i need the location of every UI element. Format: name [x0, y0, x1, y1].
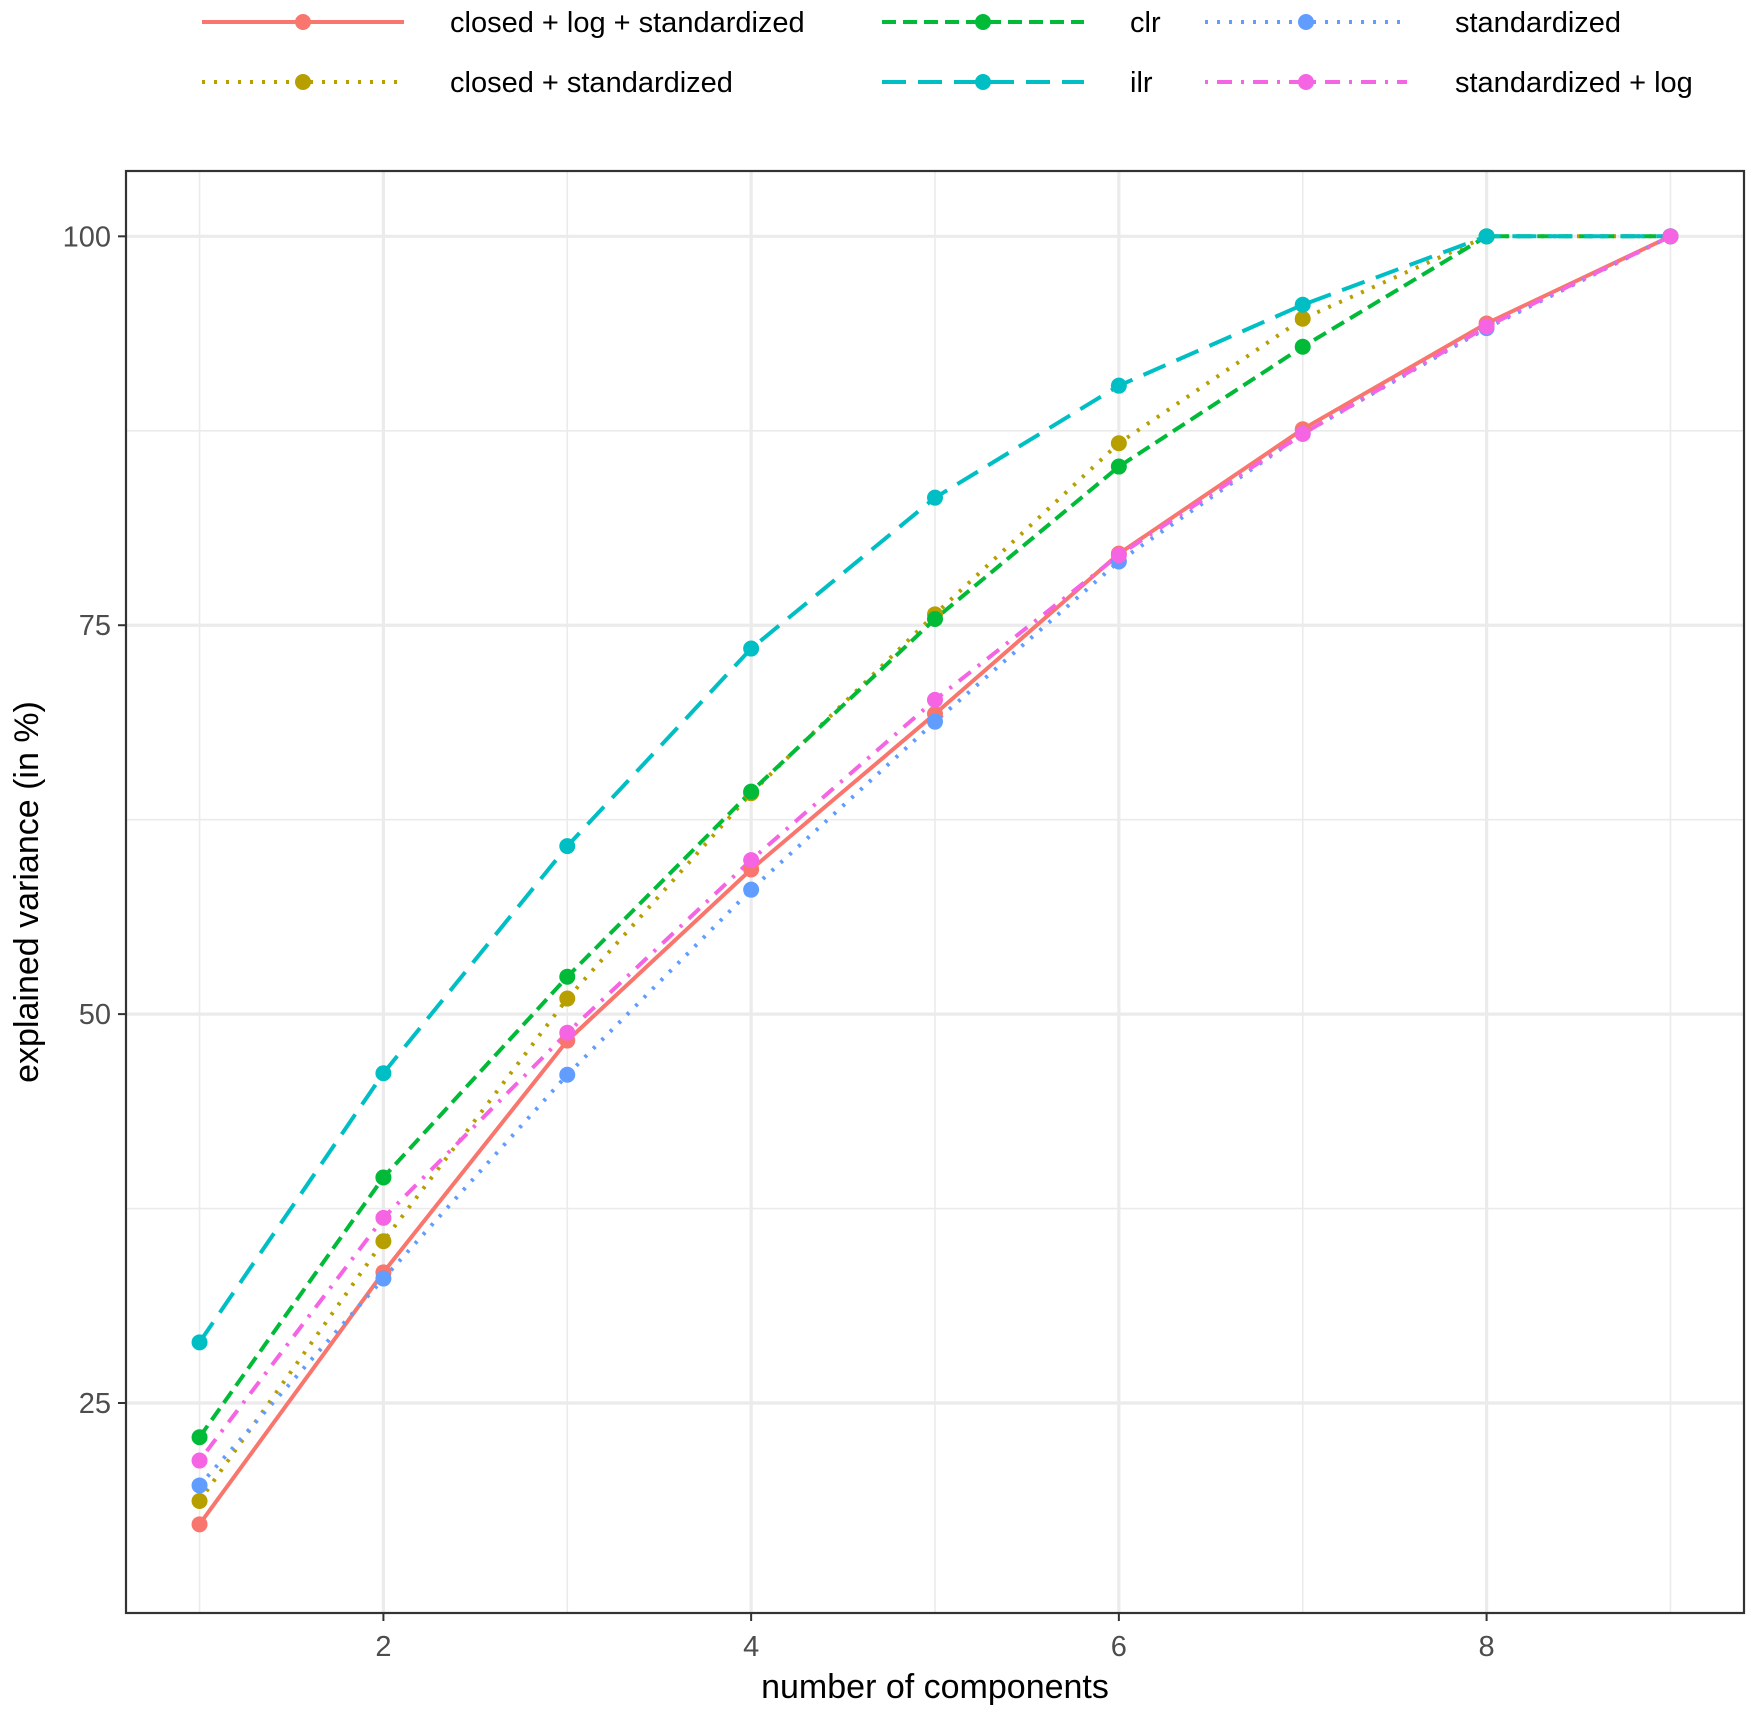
legend-item-0: closed + log + standardized [202, 7, 805, 39]
data-point-s2-5 [927, 611, 943, 627]
legend: closed + log + standardized closed + stan… [202, 7, 1693, 99]
data-point-s4-2 [375, 1270, 392, 1287]
data-point-s2-4 [743, 783, 760, 800]
legend-label: closed + standardized [450, 67, 733, 99]
data-point-s2-2 [375, 1169, 392, 1186]
y-tick-label: 100 [63, 221, 111, 253]
x-axis-title: number of components [761, 1668, 1109, 1706]
data-point-s5-5 [927, 691, 943, 708]
y-tick-label: 50 [79, 999, 111, 1031]
legend-label: closed + log + standardized [450, 7, 805, 39]
data-point-s5-4 [743, 852, 760, 869]
data-point-s3-5 [927, 489, 943, 506]
data-point-s5-8 [1478, 318, 1495, 335]
legend-key-point [1298, 74, 1314, 90]
data-point-s0-1 [191, 1516, 208, 1533]
data-point-s3-4 [743, 640, 760, 657]
data-point-s2-1 [191, 1429, 208, 1446]
data-point-s3-3 [559, 838, 576, 855]
x-tick-label: 4 [743, 1631, 759, 1663]
x-tick-label: 6 [1111, 1631, 1127, 1663]
data-point-s3-1 [191, 1334, 208, 1351]
data-point-s3-6 [1110, 377, 1127, 394]
data-point-s5-9 [1662, 228, 1679, 245]
data-point-s5-3 [559, 1024, 576, 1041]
data-point-s1-7 [1294, 310, 1311, 327]
data-point-s3-7 [1294, 296, 1311, 313]
data-point-s1-6 [1110, 435, 1127, 452]
legend-label: clr [1130, 7, 1161, 39]
legend-item-3: ilr [882, 67, 1153, 99]
legend-key-point [295, 14, 311, 30]
y-axis-title: explained variance (in %) [8, 701, 46, 1083]
legend-item-1: closed + standardized [202, 67, 733, 99]
legend-item-5: standardized + log [1205, 67, 1693, 99]
x-tick-label: 8 [1479, 1631, 1495, 1663]
data-point-s1-1 [191, 1493, 208, 1509]
data-point-s4-3 [559, 1066, 576, 1083]
y-tick-label: 75 [79, 610, 111, 642]
data-point-s1-3 [559, 990, 576, 1007]
legend-label: standardized [1455, 7, 1621, 39]
legend-label: ilr [1130, 67, 1153, 99]
data-point-s2-3 [559, 968, 576, 985]
axes: 2 4 6 8 25 50 75 100 [63, 221, 1495, 1663]
data-point-s1-2 [375, 1233, 392, 1250]
data-point-s2-7 [1294, 338, 1311, 355]
data-point-s4-1 [191, 1477, 208, 1494]
y-tick-label: 25 [79, 1388, 111, 1420]
data-point-s4-5 [927, 713, 943, 730]
legend-item-2: clr [882, 7, 1161, 39]
legend-key-point [975, 74, 991, 90]
data-point-s5-1 [191, 1452, 208, 1469]
data-point-s4-4 [743, 881, 760, 898]
data-point-s5-2 [375, 1209, 392, 1226]
data-point-s5-7 [1294, 425, 1311, 442]
x-tick-label: 2 [375, 1631, 391, 1663]
legend-item-4: standardized [1205, 7, 1621, 39]
series-points [191, 228, 1679, 1533]
legend-key-point [295, 74, 311, 90]
data-point-s3-2 [375, 1065, 392, 1082]
data-point-s3-8 [1478, 228, 1495, 245]
legend-key-point [975, 14, 991, 30]
legend-label: standardized + log [1455, 67, 1693, 99]
data-point-s5-6 [1110, 547, 1127, 564]
data-point-s2-6 [1110, 458, 1127, 475]
plot-panel-border [124, 169, 1746, 1615]
legend-key-point [1298, 14, 1314, 30]
